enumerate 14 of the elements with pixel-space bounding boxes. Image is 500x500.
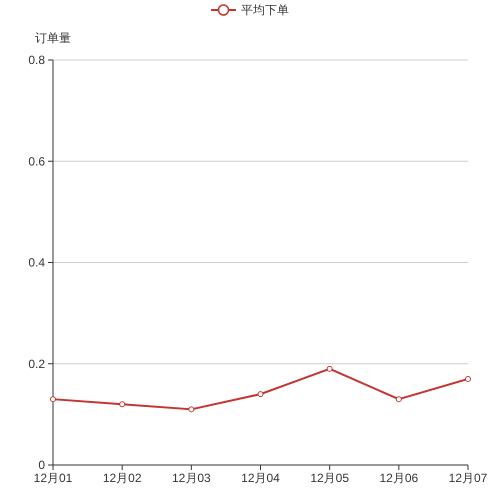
x-tick-label: 12月02 <box>102 471 142 485</box>
y-tick-label: 0 <box>38 458 45 472</box>
y-tick-label: 0.2 <box>28 356 45 371</box>
y-tick-label: 0.6 <box>28 154 45 168</box>
x-tick-label: 12月07 <box>448 471 488 485</box>
x-tick-label: 12月04 <box>241 471 280 485</box>
x-tick-label: 12月05 <box>310 471 350 485</box>
legend-label: 平均下单 <box>241 3 289 17</box>
y-tick-label: 0.4 <box>28 256 45 270</box>
x-tick-label: 12月03 <box>172 471 211 485</box>
x-tick-label: 12月06 <box>379 471 418 485</box>
x-tick-label: 12月01 <box>34 471 72 485</box>
y-tick-label: 0.8 <box>28 53 45 67</box>
y-axis-title: 订单量 <box>35 31 71 45</box>
